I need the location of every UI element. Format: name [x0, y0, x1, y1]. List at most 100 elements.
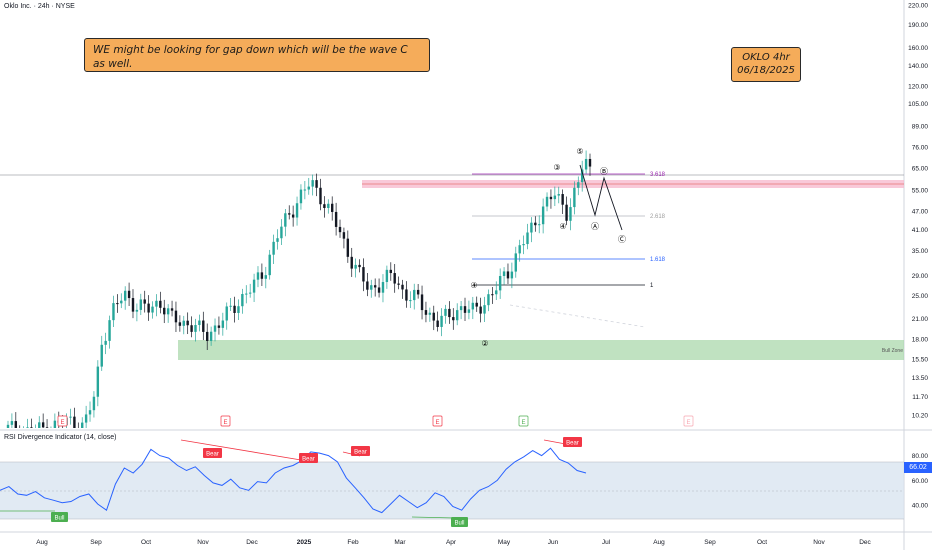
- wave-label-a: Ⓐ: [591, 222, 599, 231]
- symbol-header[interactable]: Oklo Inc. · 24h · NYSE: [4, 3, 75, 10]
- candle-body: [41, 422, 45, 428]
- rsi-axis[interactable]: 80.00 60.00 40.00: [912, 453, 929, 510]
- candle-body: [182, 320, 185, 326]
- candle-body: [264, 275, 267, 279]
- candle-body: [217, 325, 221, 328]
- candle-body: [45, 427, 49, 428]
- bull-signal-text-1: Bull: [54, 516, 64, 522]
- rsi-last-value-tag: 66.02: [904, 462, 932, 473]
- earnings-marker-5[interactable]: [683, 415, 694, 427]
- bear-signal-4: [563, 437, 582, 447]
- candle-body: [170, 308, 174, 311]
- candle-body: [260, 272, 264, 279]
- candle-body: [471, 302, 475, 310]
- candle-body: [483, 305, 486, 314]
- earnings-marker-2[interactable]: [220, 415, 231, 427]
- time-tick-label: Apr: [446, 539, 457, 546]
- candle-body: [53, 420, 57, 428]
- time-tick-label: May: [498, 539, 511, 546]
- time-tick-label: Jul: [602, 539, 611, 546]
- candle-body: [420, 294, 424, 311]
- time-tick-label: Dec: [246, 539, 258, 546]
- earnings-markers[interactable]: E E E E E: [57, 415, 694, 427]
- candle-body: [311, 180, 314, 187]
- candle-body: [131, 298, 135, 312]
- time-tick-label: Oct: [141, 539, 151, 546]
- time-tick-label: Aug: [653, 539, 665, 546]
- price-tick-label: 10.20: [912, 413, 929, 420]
- candle-body: [225, 306, 228, 321]
- candle-body: [69, 416, 72, 418]
- candle-body: [280, 226, 283, 239]
- price-tick-label: 105.00: [908, 101, 928, 108]
- candle-body: [565, 204, 568, 221]
- candle-body: [346, 238, 350, 257]
- candle-body: [6, 424, 10, 428]
- price-tick-label: 160.00: [908, 45, 928, 52]
- annotation-note[interactable]: WE might be looking for gap down which w…: [84, 38, 430, 72]
- candle-body: [233, 305, 236, 313]
- candle-body: [327, 203, 330, 208]
- candle-body: [248, 292, 252, 294]
- candle-body: [467, 309, 471, 313]
- price-tick-label: 190.00: [908, 22, 928, 29]
- bear-signal-text-4: Bear: [566, 441, 579, 447]
- indicator-title[interactable]: RSI Divergence Indicator (14, close): [4, 434, 117, 441]
- candle-body: [112, 303, 115, 321]
- candle-body: [549, 196, 553, 200]
- candle-body: [198, 320, 201, 326]
- earnings-marker-4[interactable]: [518, 415, 529, 427]
- candle-body: [30, 427, 33, 428]
- wave-projection: [579, 164, 623, 231]
- earnings-marker-1[interactable]: [57, 415, 68, 427]
- candle-body: [584, 158, 588, 170]
- candle-body: [284, 213, 287, 227]
- price-tick-label: 21.00: [912, 316, 929, 323]
- candle-body: [436, 320, 439, 327]
- candle-body: [373, 285, 377, 288]
- candle-body: [377, 287, 381, 293]
- ticker-date-note[interactable]: OKLO 4hr 06/18/2025: [731, 47, 801, 82]
- candle-body: [331, 203, 334, 212]
- support-zone-label: Bull Zone: [882, 348, 903, 354]
- candle-body: [495, 290, 498, 295]
- candle-body: [268, 254, 271, 276]
- earnings-marker-3[interactable]: [432, 415, 443, 427]
- time-tick-label: Nov: [197, 539, 209, 546]
- candle-body: [252, 279, 256, 293]
- wave-label-4b: ④: [470, 281, 477, 290]
- price-tick-label: 13.50: [912, 375, 929, 382]
- price-tick-label: 140.00: [908, 63, 928, 70]
- time-tick-label: Sep: [704, 539, 716, 546]
- candle-body: [475, 302, 478, 307]
- candle-body: [557, 194, 560, 196]
- bull-signal-1: [51, 512, 68, 522]
- candle-body: [299, 189, 303, 204]
- candle-body: [409, 300, 412, 302]
- candle-body: [491, 294, 494, 296]
- candle-body: [295, 203, 299, 218]
- earnings-letter-5: E: [686, 420, 690, 426]
- candle-body: [116, 303, 119, 305]
- candle-body: [38, 422, 41, 428]
- candle-body: [84, 414, 88, 423]
- candle-body: [315, 180, 318, 188]
- candle-body: [479, 306, 482, 314]
- candle-body: [381, 282, 385, 293]
- candle-body: [588, 158, 592, 167]
- price-axis[interactable]: 220.00 190.00 160.00 140.00 120.00 105.00 89.0…: [908, 3, 928, 420]
- candle-body: [151, 306, 154, 313]
- time-axis[interactable]: Aug Sep Oct Nov Dec 2025 Feb Mar Apr May Jun Jul Aug…: [36, 539, 871, 546]
- candle-body: [413, 289, 416, 301]
- candle-body: [538, 224, 541, 226]
- price-tick-label: 55.00: [912, 188, 929, 195]
- wave-label-4: ④: [559, 222, 566, 231]
- candle-body: [405, 289, 408, 301]
- time-tick-label: Aug: [36, 539, 48, 546]
- candle-body: [522, 244, 525, 246]
- candle-body: [487, 294, 490, 306]
- time-tick-label: Mar: [394, 539, 406, 546]
- candle-body: [370, 285, 373, 290]
